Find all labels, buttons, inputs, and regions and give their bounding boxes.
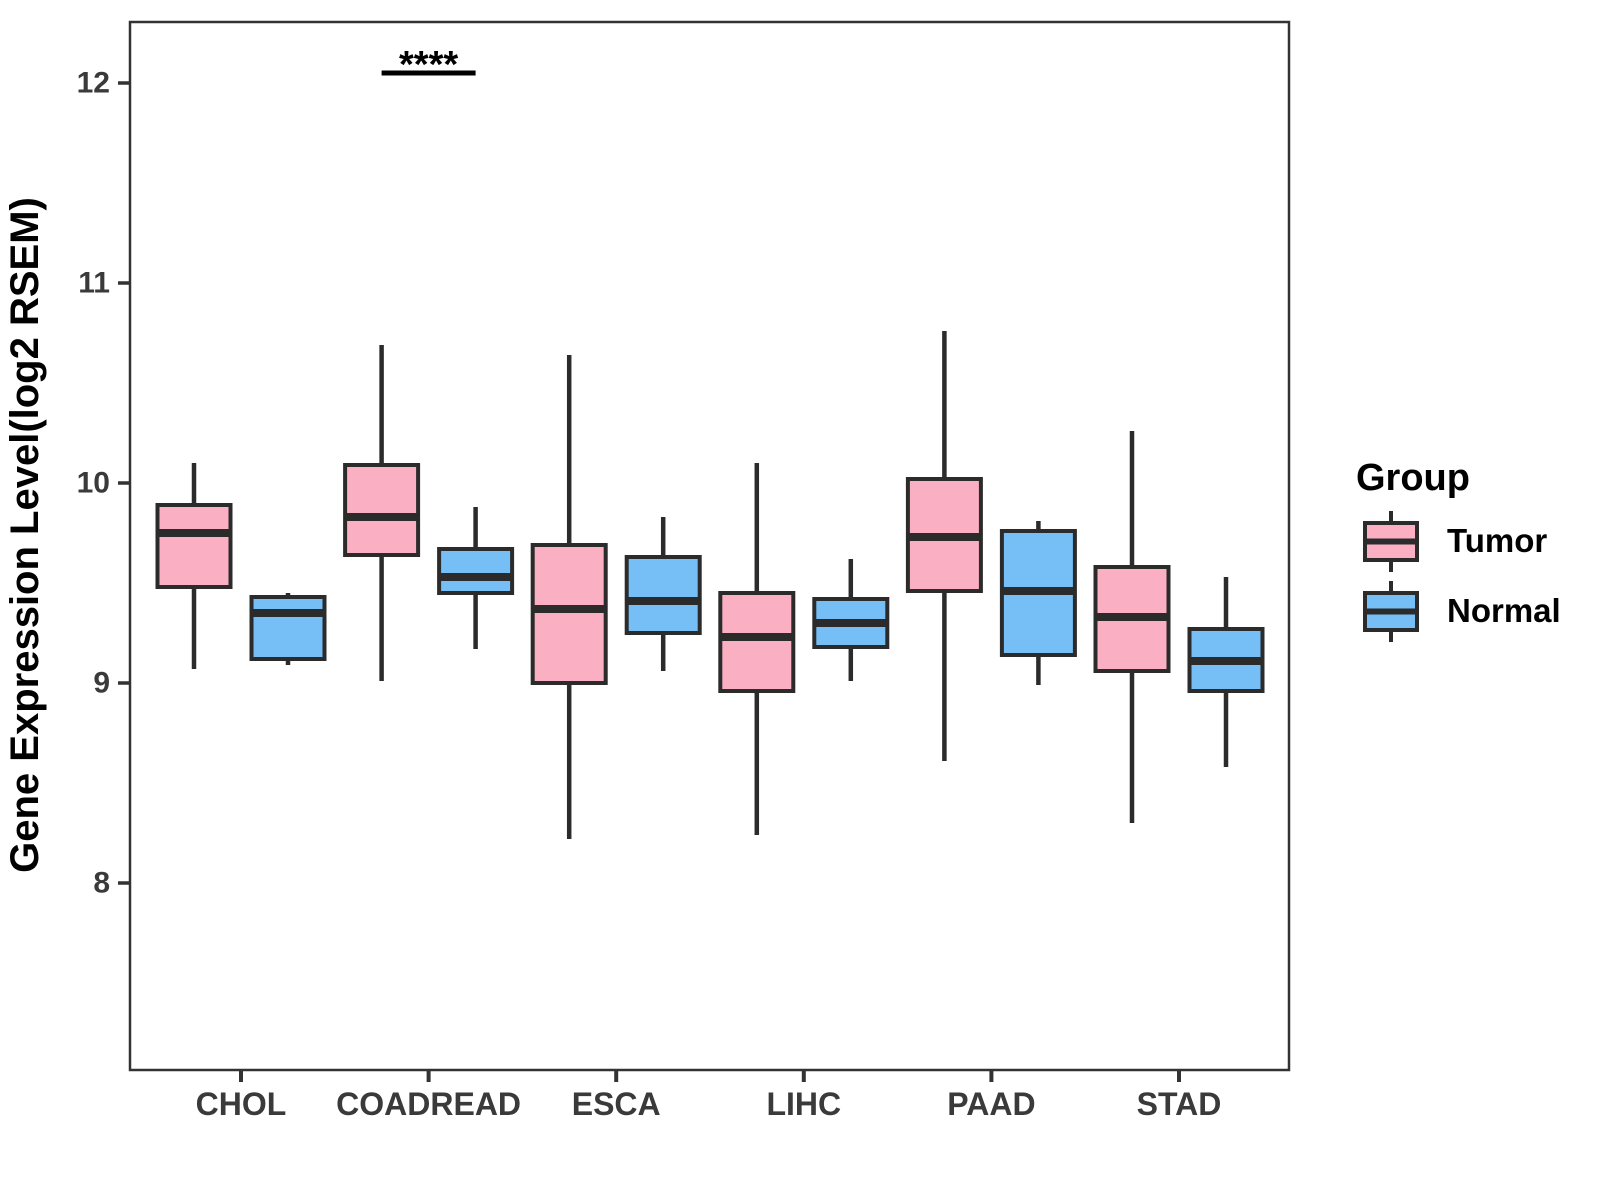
y-axis-group: 12 11 10 9 8 Gene Expression Level(log2 RSEM) <box>3 67 130 900</box>
plot-panel-border <box>128 20 1291 1072</box>
y-tick-label: 11 <box>78 267 110 300</box>
iqr-box-rect <box>530 543 608 685</box>
y-tick-label: 10 <box>77 467 110 500</box>
boxplot-normal-STAD <box>1187 577 1265 767</box>
legend-title: Group <box>1356 457 1470 499</box>
y-tick-label: 8 <box>93 867 110 900</box>
boxplot-tumor-PAAD <box>905 331 983 761</box>
iqr-box-rect <box>155 503 233 589</box>
x-tick-label: CHOL <box>196 1086 287 1122</box>
iqr-box-rect <box>249 595 327 661</box>
x-axis-group: CHOL COADREAD ESCA LIHC PAAD STAD <box>196 1070 1222 1122</box>
y-tick-label: 9 <box>93 667 110 700</box>
boxplot-normal-PAAD <box>999 521 1077 685</box>
legend-entry-label: Normal <box>1447 592 1561 629</box>
x-tick-label: PAAD <box>947 1086 1035 1122</box>
x-tick-label: STAD <box>1137 1086 1222 1122</box>
iqr-box-rect <box>718 591 796 693</box>
legend-key-normal <box>1363 581 1419 642</box>
boxplot-tumor-LIHC <box>718 463 796 835</box>
boxplot-normal-CHOL <box>249 593 327 665</box>
legend-group: Group Tumor Normal <box>1356 457 1561 642</box>
annotation-group: **** <box>381 44 476 86</box>
x-tick-label: ESCA <box>572 1086 661 1122</box>
iqr-box-rect <box>437 547 515 595</box>
x-tick-label: COADREAD <box>336 1086 521 1122</box>
boxplot-normal-LIHC <box>812 559 890 681</box>
boxplots-group <box>155 331 1265 839</box>
iqr-box-rect <box>624 555 702 635</box>
significance-stars-label: **** <box>399 44 458 86</box>
boxplot-normal-COADREAD <box>437 507 515 649</box>
iqr-box-rect <box>343 463 421 557</box>
legend-key-tumor <box>1363 511 1419 572</box>
x-tick-label: LIHC <box>766 1086 841 1122</box>
legend-entry-label: Tumor <box>1447 522 1547 559</box>
y-tick-label: 12 <box>77 67 110 100</box>
plot-panel-group <box>128 20 1291 1072</box>
boxplot-normal-ESCA <box>624 517 702 671</box>
boxplot-tumor-COADREAD <box>343 345 421 681</box>
boxplot-tumor-CHOL <box>155 463 233 669</box>
boxplot-tumor-STAD <box>1093 431 1171 823</box>
y-axis-title: Gene Expression Level(log2 RSEM) <box>3 197 47 873</box>
boxplot-tumor-ESCA <box>530 355 608 839</box>
